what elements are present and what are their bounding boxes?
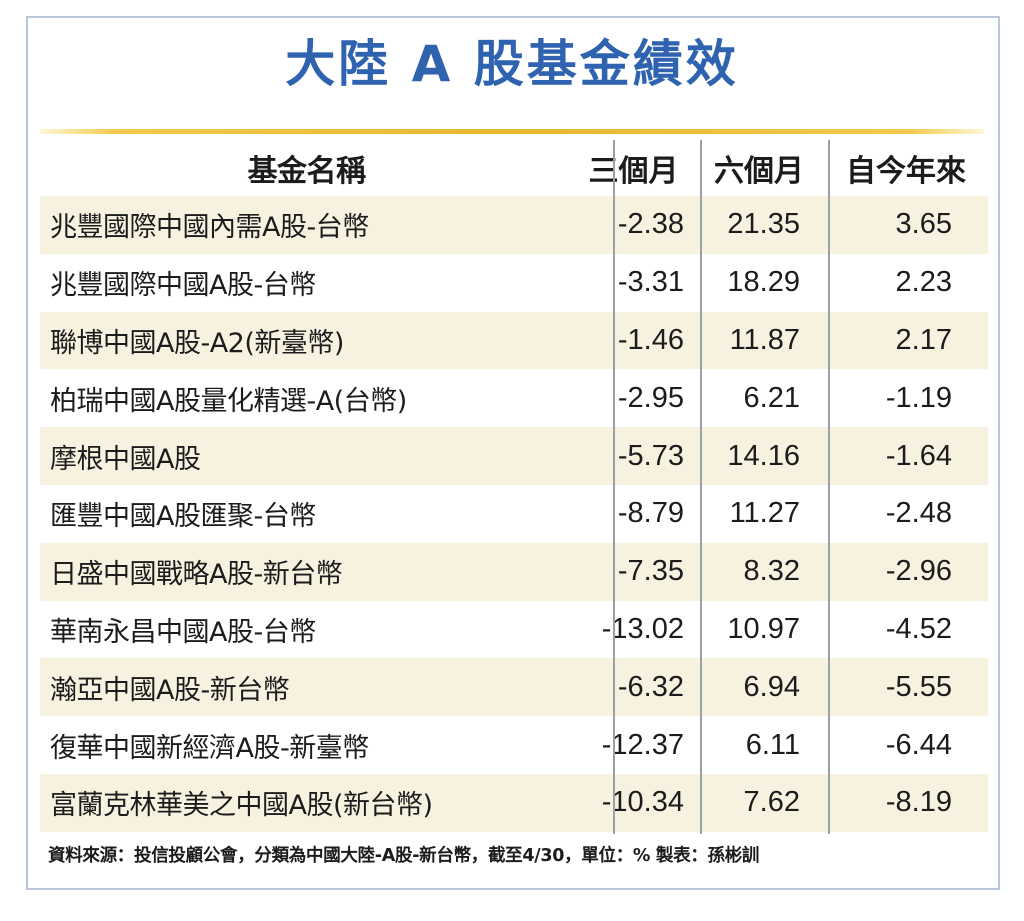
column-divider [700,140,702,834]
six-month-value: 10.97 [727,612,800,645]
fund-name-cell: 華南永昌中國A股-台幣 [50,616,316,648]
table-row: 日盛中國戰略A股-新台幣 -7.35 8.32 -2.96 [40,542,988,601]
column-divider [828,140,830,834]
fund-name-cell: 匯豐中國A股匯聚-台幣 [50,501,316,533]
table-row: 復華中國新經濟A股-新臺幣 -12.37 6.11 -6.44 [40,716,988,774]
fund-name-cell: 柏瑞中國A股量化精選-A(台幣) [50,385,407,417]
table-row: 聯博中國A股-A2(新臺幣) -1.46 11.87 2.17 [40,311,988,370]
source-note: 資料來源：投信投顧公會，分類為中國大陸-A股-新台幣，截至4/30，單位：% 製… [48,846,760,866]
ytd-value: -5.55 [824,658,988,717]
table-row: 兆豐國際中國A股-台幣 -3.31 18.29 2.23 [40,254,988,312]
ytd-value: 2.23 [895,266,952,299]
three-month-value: -7.35 [573,542,694,601]
six-month-value: 8.32 [694,542,824,601]
fund-name-cell: 摩根中國A股 [40,427,573,485]
ytd-value: -2.48 [885,497,952,530]
three-month-value: -8.79 [617,497,684,530]
header-six-months: 六個月 [714,154,804,189]
fund-name-cell: 聯博中國A股-A2(新臺幣) [40,311,573,370]
three-month-value: -12.37 [601,728,684,761]
six-month-value: 18.29 [727,266,800,299]
title-underline [40,129,984,134]
three-month-value: -3.31 [617,266,684,299]
three-month-value: -5.73 [573,427,694,485]
chart-title: 大陸 A 股基金績效 [285,35,739,93]
ytd-value: -2.96 [824,542,988,601]
six-month-value: 11.87 [694,311,824,370]
column-divider [613,140,615,834]
table-row: 華南永昌中國A股-台幣 -13.02 10.97 -4.52 [40,601,988,659]
ytd-value: -1.19 [885,381,952,414]
ytd-value: 2.17 [824,311,988,370]
table-row: 匯豐中國A股匯聚-台幣 -8.79 11.27 -2.48 [40,485,988,543]
ytd-value: -6.44 [885,728,952,761]
table-body: 兆豐國際中國內需A股-台幣 -2.38 21.35 3.65 兆豐國際中國A股-台幣 -3… [40,196,988,832]
table-row: 瀚亞中國A股-新台幣 -6.32 6.94 -5.55 [40,658,988,717]
fund-name-cell: 兆豐國際中國內需A股-台幣 [40,196,573,254]
fund-name-cell: 富蘭克林華美之中國A股(新台幣) [40,773,573,832]
three-month-value: -13.02 [601,612,684,645]
ytd-value: -4.52 [885,612,952,645]
six-month-value: 7.62 [694,773,824,832]
table-row: 摩根中國A股 -5.73 14.16 -1.64 [40,427,988,485]
table-row: 兆豐國際中國內需A股-台幣 -2.38 21.35 3.65 [40,196,988,254]
fund-name-cell: 兆豐國際中國A股-台幣 [50,270,316,302]
table-header-row: 基金名稱 三個月 六個月 自今年來 [40,140,988,196]
table-row: 柏瑞中國A股量化精選-A(台幣) -2.95 6.21 -1.19 [40,369,988,427]
three-month-value: -10.34 [573,773,694,832]
ytd-value: -8.19 [824,773,988,832]
ytd-value: 3.65 [824,196,988,254]
fund-name-cell: 日盛中國戰略A股-新台幣 [40,542,573,601]
six-month-value: 6.94 [694,658,824,717]
three-month-value: -6.32 [573,658,694,717]
fund-performance-table: 基金名稱 三個月 六個月 自今年來 兆豐國際中國內需A股-台幣 -2.38 21.3… [40,140,988,832]
three-month-value: -2.95 [617,381,684,414]
six-month-value: 21.35 [694,196,824,254]
three-month-value: -2.38 [573,196,694,254]
three-month-value: -1.46 [573,311,694,370]
header-year-to-date: 自今年來 [846,154,966,189]
six-month-value: 14.16 [694,427,824,485]
ytd-value: -1.64 [824,427,988,485]
six-month-value: 6.11 [745,728,800,761]
six-month-value: 6.21 [743,381,800,414]
fund-name-cell: 瀚亞中國A股-新台幣 [40,658,573,717]
six-month-value: 11.27 [729,497,800,530]
fund-name-cell: 復華中國新經濟A股-新臺幣 [50,732,369,764]
table-row: 富蘭克林華美之中國A股(新台幣) -10.34 7.62 -8.19 [40,773,988,832]
header-three-months: 三個月 [588,154,679,189]
header-fund-name: 基金名稱 [247,154,367,189]
